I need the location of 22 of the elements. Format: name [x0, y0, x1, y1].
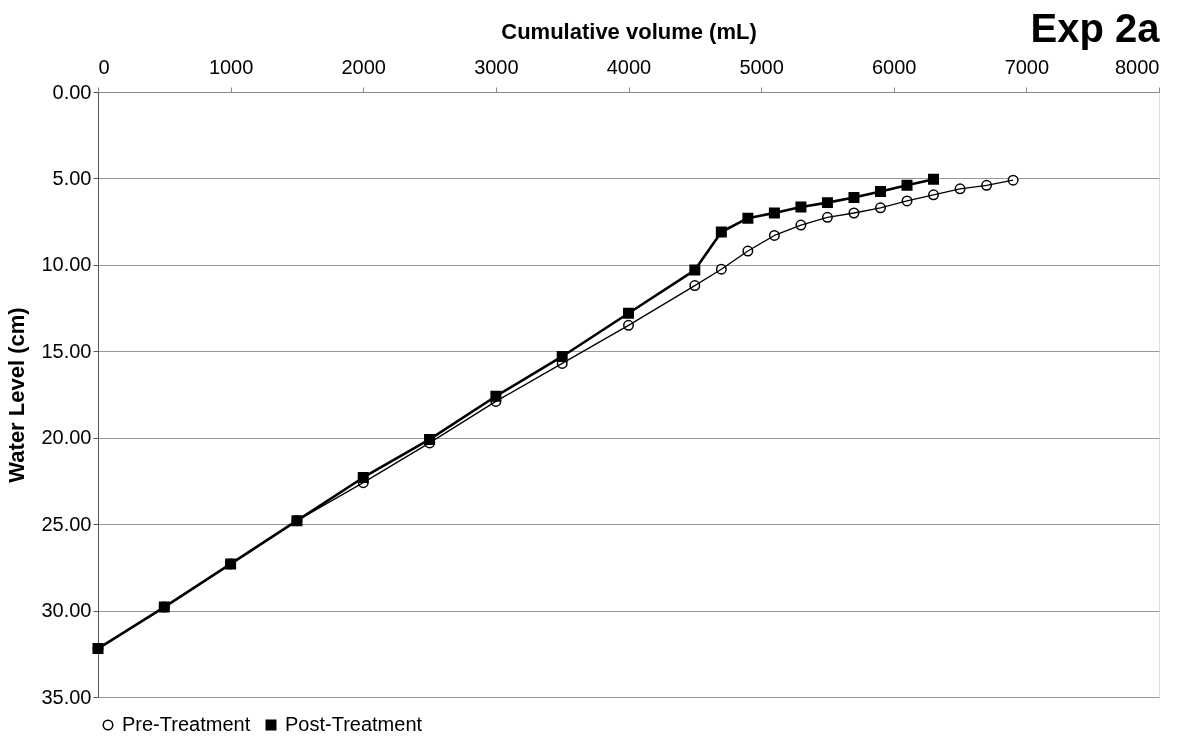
x-tick-label: 8000 — [1115, 55, 1160, 78]
y-tick-label: 20.00 — [41, 426, 92, 449]
legend-label: Post-Treatment — [285, 713, 423, 735]
x-tick-label: 2000 — [341, 55, 386, 78]
y-axis-title: Water Level (cm) — [4, 307, 30, 483]
y-tick-label: 35.00 — [41, 685, 92, 708]
x-tick-label: 1000 — [208, 55, 254, 78]
chart-title: Exp 2a — [1030, 6, 1161, 50]
y-tick-label: 0.00 — [52, 80, 92, 103]
x-tick-label: 4000 — [606, 55, 652, 78]
x-tick-label: 3000 — [474, 55, 519, 78]
y-tick-label: 30.00 — [41, 599, 92, 622]
x-tick-label: 0 — [98, 55, 110, 78]
x-tick-label: 5000 — [739, 55, 784, 78]
x-axis-title: Cumulative volume (mL) — [501, 18, 757, 44]
x-tick-label: 6000 — [872, 55, 917, 78]
y-tick-label: 10.00 — [41, 253, 92, 276]
x-tick-label: 7000 — [1004, 55, 1050, 78]
y-tick-label: 5.00 — [52, 166, 92, 189]
legend-label: Pre-Treatment — [122, 713, 251, 735]
y-tick-label: 15.00 — [41, 339, 92, 362]
y-tick-label: 25.00 — [41, 512, 92, 535]
